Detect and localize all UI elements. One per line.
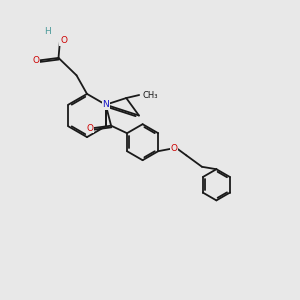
Text: O: O [170,144,177,153]
Text: N: N [102,100,109,109]
Text: O: O [86,124,93,133]
Text: O: O [60,36,67,45]
Text: O: O [32,56,39,65]
Text: H: H [44,27,51,36]
Text: CH₃: CH₃ [143,91,158,100]
